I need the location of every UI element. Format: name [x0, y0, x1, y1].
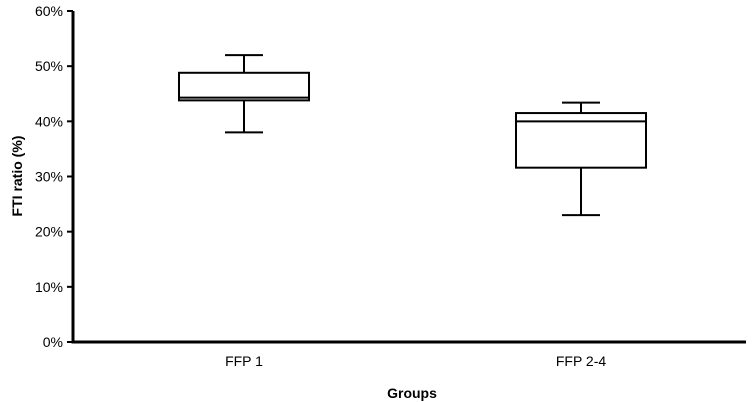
x-tick-label: FFP 2-4 [556, 353, 607, 369]
y-axis: 0% 10% 20% 30% 40% 50% 60% [35, 3, 75, 350]
y-tick-label: 60% [35, 3, 63, 19]
box-ffp-1 [178, 54, 310, 134]
y-tick-label: 30% [35, 169, 63, 185]
x-tick-label: FFP 1 [225, 353, 263, 369]
x-axis-title: Groups [387, 385, 437, 401]
x-axis: FFP 1 FFP 2-4 [71, 340, 746, 369]
y-tick-label: 20% [35, 224, 63, 240]
box-ffp-2-4 [515, 101, 647, 217]
y-axis-title: FTI ratio (%) [9, 136, 25, 217]
y-tick-label: 50% [35, 58, 63, 74]
box-series [178, 54, 647, 217]
y-tick-label: 40% [35, 113, 63, 129]
iqr-box [178, 71, 310, 102]
y-tick-label: 10% [35, 279, 63, 295]
y-tick-label: 0% [43, 334, 63, 350]
